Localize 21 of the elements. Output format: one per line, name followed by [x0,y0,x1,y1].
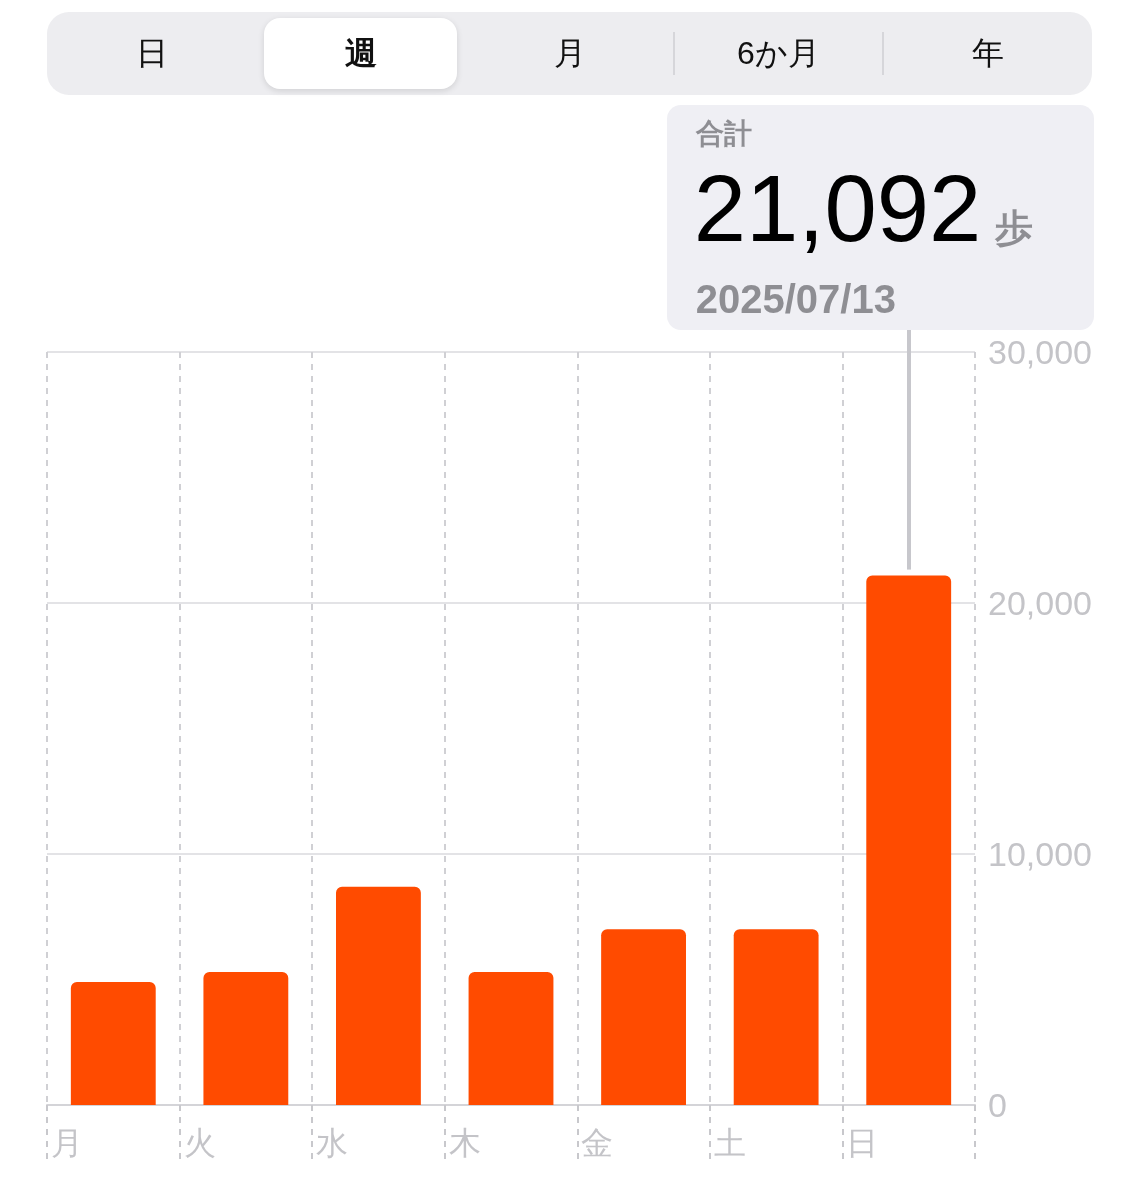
x-tick-label: 水 [316,1125,349,1161]
x-tick-label: 火 [183,1125,216,1161]
selected-tab: 週 [264,18,457,89]
callout-box: 合計 21,092 歩 2025/07/13 [666,105,1094,330]
bar [601,929,686,1105]
y-tick-label: 10,000 [988,835,1092,873]
bar [733,929,819,1105]
y-tick-label: 0 [988,1086,1007,1124]
x-tick-label: 月 [51,1125,83,1161]
bar [336,886,421,1105]
x-tick-label: 木 [448,1125,481,1161]
x-tick-label: 日 [846,1125,879,1161]
bar [70,982,156,1105]
bar [468,971,554,1105]
bar [866,575,952,1105]
y-tick-label: 20,000 [988,584,1092,622]
x-tick-label: 土 [713,1125,746,1161]
bar [203,971,289,1105]
x-tick-label: 金 [581,1125,614,1161]
segmented-control: 日 週 月 6か月 年 [47,12,1092,95]
y-tick-label: 30,000 [988,333,1092,371]
